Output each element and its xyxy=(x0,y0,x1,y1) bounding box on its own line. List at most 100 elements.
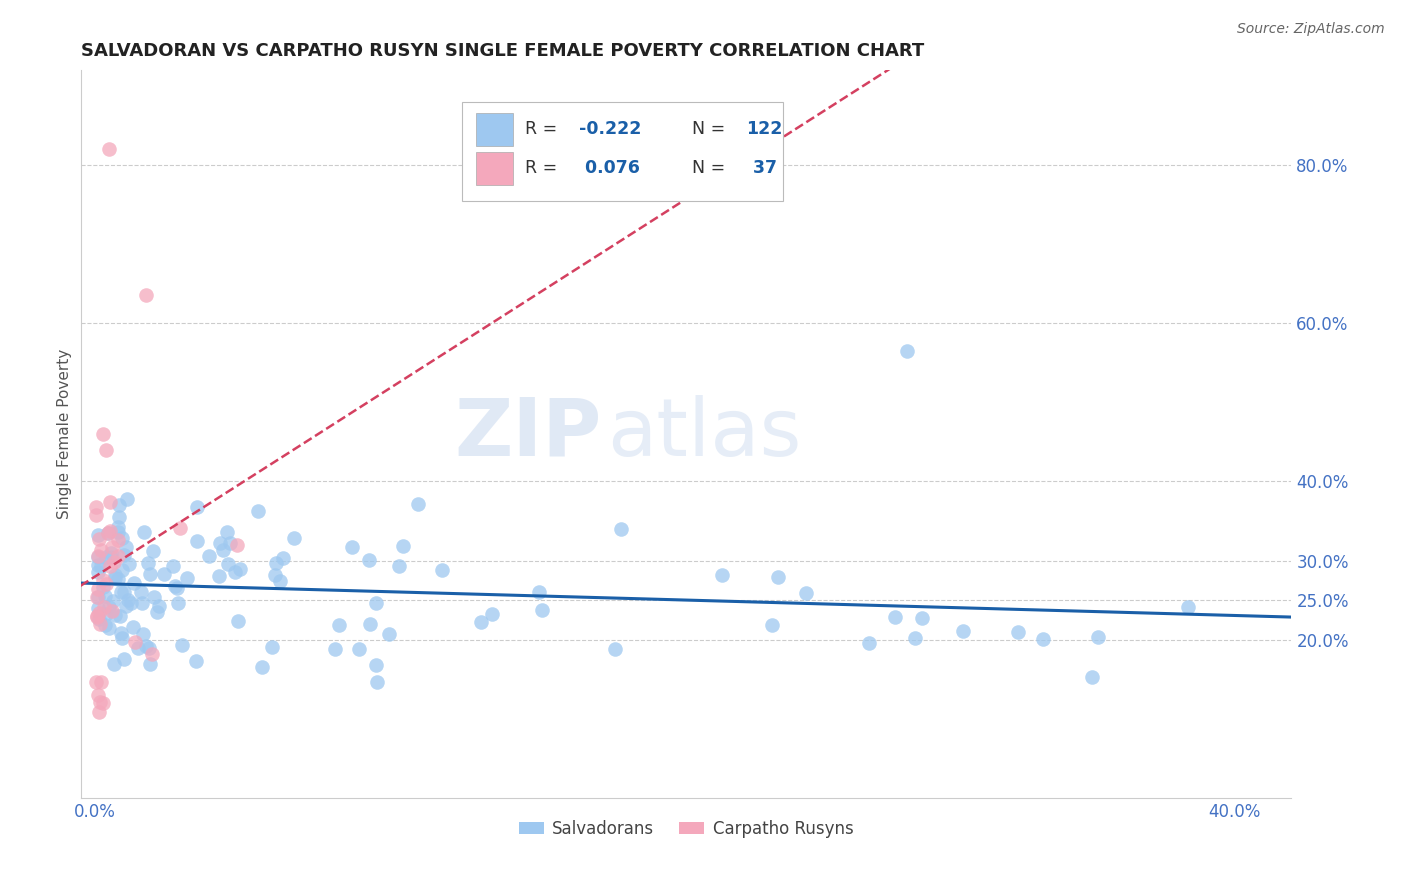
Point xyxy=(84,500,107,514)
Point xyxy=(408,497,430,511)
Point xyxy=(1007,624,1029,639)
Point xyxy=(167,596,190,610)
Text: 122: 122 xyxy=(747,120,783,138)
Point xyxy=(217,557,239,571)
Point xyxy=(162,558,184,573)
Point xyxy=(107,533,129,548)
Point xyxy=(112,652,135,666)
Point xyxy=(531,603,554,617)
Point xyxy=(217,524,239,539)
Point xyxy=(141,647,163,661)
Point xyxy=(91,696,114,710)
Text: N =: N = xyxy=(692,159,731,177)
Point xyxy=(84,675,107,690)
Point xyxy=(98,142,121,156)
Point xyxy=(110,584,132,599)
Point xyxy=(264,556,287,570)
Point xyxy=(527,585,550,599)
Point xyxy=(103,594,125,608)
Point xyxy=(87,705,110,719)
Point xyxy=(91,580,114,594)
Point xyxy=(605,642,627,657)
Point xyxy=(104,568,127,582)
Point xyxy=(1032,632,1054,647)
Point xyxy=(86,609,108,624)
Point xyxy=(122,619,145,633)
Point xyxy=(710,568,733,582)
Point xyxy=(136,556,159,570)
Point xyxy=(250,660,273,674)
Text: SALVADORAN VS CARPATHO RUSYN SINGLE FEMALE POVERTY CORRELATION CHART: SALVADORAN VS CARPATHO RUSYN SINGLE FEMA… xyxy=(80,42,924,60)
Point xyxy=(858,635,880,649)
Point xyxy=(104,571,127,585)
Point xyxy=(127,640,149,655)
Point xyxy=(470,615,492,630)
Point xyxy=(93,618,115,632)
Point xyxy=(114,585,136,599)
Point xyxy=(226,614,249,628)
Point xyxy=(103,555,125,569)
Point xyxy=(107,524,129,539)
Point xyxy=(91,426,114,441)
Point xyxy=(129,585,152,599)
Point xyxy=(90,674,112,689)
Point xyxy=(146,605,169,619)
Point xyxy=(229,561,252,575)
Point xyxy=(364,658,387,673)
Point xyxy=(108,510,131,524)
Point xyxy=(87,606,110,620)
Point xyxy=(132,524,155,539)
Point xyxy=(84,508,107,523)
Point xyxy=(170,638,193,652)
Point xyxy=(103,607,125,622)
Point xyxy=(131,596,153,610)
Point xyxy=(89,694,111,708)
Point xyxy=(359,617,381,632)
Point xyxy=(166,581,188,595)
Point xyxy=(87,549,110,564)
Point xyxy=(283,532,305,546)
Point xyxy=(153,566,176,581)
Text: R =: R = xyxy=(524,159,562,177)
Point xyxy=(86,590,108,604)
Point xyxy=(122,576,145,591)
Point xyxy=(141,543,163,558)
Point xyxy=(138,640,160,655)
Point xyxy=(124,635,146,649)
Point xyxy=(87,558,110,573)
Point xyxy=(98,495,121,509)
Point xyxy=(169,521,191,535)
Point xyxy=(794,586,817,600)
Point xyxy=(392,539,415,553)
Point xyxy=(186,500,208,514)
Point xyxy=(98,524,121,539)
Point xyxy=(110,609,132,624)
Point xyxy=(110,626,132,640)
Point xyxy=(212,543,235,558)
Point xyxy=(87,532,110,546)
Text: -0.222: -0.222 xyxy=(579,120,641,138)
Point xyxy=(97,525,120,540)
Point xyxy=(120,596,142,610)
Point xyxy=(112,548,135,562)
Point xyxy=(98,558,121,573)
Point xyxy=(176,570,198,584)
Point xyxy=(107,498,129,512)
Point xyxy=(165,579,187,593)
Point xyxy=(910,610,932,624)
Point xyxy=(896,343,918,358)
Point xyxy=(364,596,387,610)
Point xyxy=(107,519,129,533)
Bar xyxy=(477,152,513,185)
Point xyxy=(186,534,208,549)
Point xyxy=(135,639,157,653)
Point xyxy=(117,592,139,607)
Point xyxy=(208,569,231,583)
Point xyxy=(132,627,155,641)
Point xyxy=(269,574,291,588)
Point xyxy=(138,566,160,581)
Point xyxy=(340,540,363,554)
Point xyxy=(107,549,129,564)
Point xyxy=(101,604,124,618)
Point xyxy=(952,624,974,638)
